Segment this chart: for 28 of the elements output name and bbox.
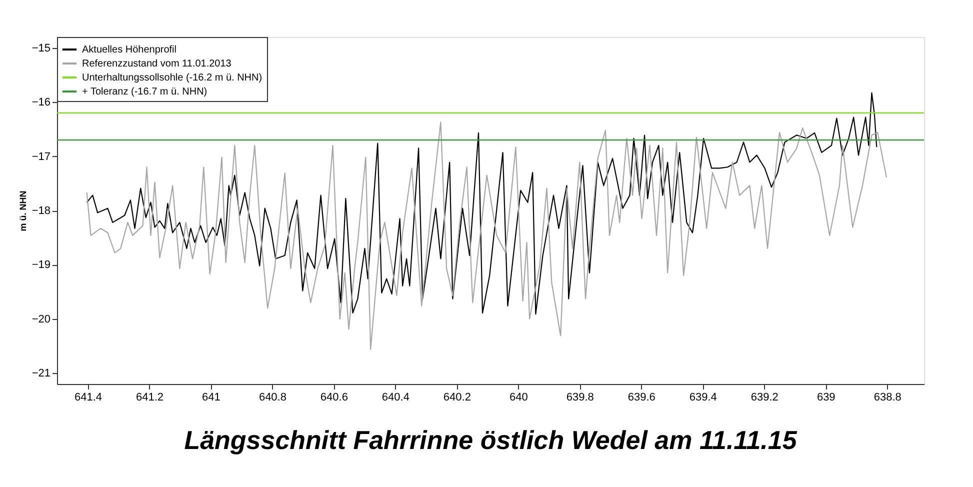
y-tick-label: −15 bbox=[32, 42, 50, 54]
x-tick-label: 639.6 bbox=[628, 392, 656, 404]
x-tick-label: 640.8 bbox=[258, 392, 286, 404]
x-tick-label: 640.6 bbox=[320, 392, 348, 404]
x-tick-label: 641.2 bbox=[136, 392, 164, 404]
y-tick-label: −20 bbox=[32, 313, 50, 326]
x-tick-label: 641 bbox=[202, 392, 220, 404]
x-tick-label: 639 bbox=[816, 392, 836, 404]
legend-label: Referenzzustand vom 11.01.2013 bbox=[82, 58, 232, 70]
y-tick-label: −19 bbox=[32, 259, 50, 272]
x-tick-label: 640.2 bbox=[443, 392, 471, 404]
x-tick-label: 639.2 bbox=[750, 392, 778, 404]
text: Längsschnitt Fahrrinne östlich Wedel am 11.11.15 bbox=[184, 425, 798, 455]
y-axis-title: m ü. NHN bbox=[18, 190, 28, 232]
y-tick-label: −18 bbox=[32, 205, 50, 217]
x-tick-label: 638.8 bbox=[874, 392, 902, 404]
line-series bbox=[86, 122, 888, 350]
legend-label: Unterhaltungssollsohle (-16.2 m ü. NHN) bbox=[82, 72, 262, 84]
x-tick-label: 641.4 bbox=[74, 392, 102, 404]
x-tick-label: 640.4 bbox=[382, 392, 410, 404]
legend-label: Aktuelles Höhenprofil bbox=[82, 44, 176, 56]
x-tick-label: 639.4 bbox=[689, 392, 717, 404]
x-tick-label: 639.8 bbox=[566, 392, 594, 404]
y-tick-label: −17 bbox=[32, 150, 50, 163]
y-tick-label: −16 bbox=[32, 96, 50, 109]
y-tick-label: −21 bbox=[32, 368, 50, 380]
legend-label: + Toleranz (-16.7 m ü. NHN) bbox=[82, 86, 208, 98]
x-tick-label: 640 bbox=[509, 392, 528, 404]
